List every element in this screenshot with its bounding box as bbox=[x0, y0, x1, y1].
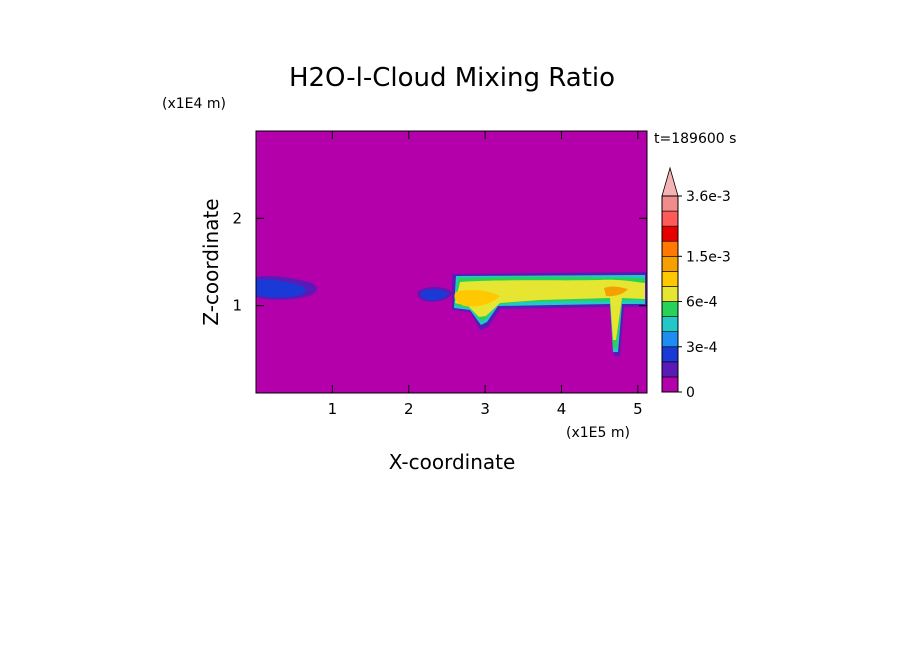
colorbar-extend-arrow bbox=[661, 166, 679, 197]
plot-background bbox=[256, 131, 647, 393]
chart-title: H2O-l-Cloud Mixing Ratio bbox=[289, 63, 615, 93]
y-axis-label: Z-coordinate bbox=[199, 198, 223, 325]
cloud-main-orange bbox=[454, 289, 500, 307]
time-label: t=189600 s bbox=[654, 131, 736, 147]
colorbar-tick-label-0: 0 bbox=[686, 385, 695, 401]
x-tick-label-4: 5 bbox=[633, 400, 643, 418]
colorbar-tick-label-3: 1.5e-3 bbox=[686, 249, 731, 265]
cloud-mid-inner bbox=[420, 289, 448, 300]
y-tick-label-0: 1 bbox=[232, 297, 242, 315]
colorbar-segment-8 bbox=[661, 256, 679, 272]
colorbar-frame bbox=[661, 195, 679, 393]
x-tick-label-3: 4 bbox=[557, 400, 567, 418]
x-tick-label-2: 3 bbox=[480, 400, 490, 418]
cloud-main-core bbox=[604, 286, 628, 297]
colorbar-segment-6 bbox=[661, 286, 679, 302]
colorbar-segment-12 bbox=[661, 195, 679, 212]
colorbar-segment-11 bbox=[661, 210, 679, 227]
cloud-main-yellow bbox=[455, 279, 645, 340]
x-unit-label: (x1E5 m) bbox=[566, 425, 630, 441]
x-axis-ticks: 1 2 3 4 5 bbox=[328, 131, 643, 418]
colorbar: 0 3e-4 6e-4 1.5e-3 3.6e-3 bbox=[661, 166, 731, 401]
cloud-left-inner bbox=[256, 279, 306, 298]
colorbar-segment-10 bbox=[661, 225, 679, 242]
y-tick-label-1: 2 bbox=[232, 209, 242, 227]
x-tick-label-0: 1 bbox=[328, 400, 338, 418]
colorbar-segment-3 bbox=[661, 331, 679, 348]
y-unit-label: (x1E4 m) bbox=[162, 96, 226, 112]
colorbar-tick-label-1: 3e-4 bbox=[686, 340, 718, 356]
colorbar-segment-7 bbox=[661, 271, 679, 287]
plot-frame bbox=[255, 130, 648, 394]
x-axis-label: X-coordinate bbox=[389, 450, 516, 474]
colorbar-segment-9 bbox=[661, 240, 679, 257]
cloud-fields bbox=[256, 272, 647, 356]
colorbar-tick-label-4: 3.6e-3 bbox=[686, 189, 731, 205]
x-tick-label-1: 2 bbox=[404, 400, 414, 418]
colorbar-segment-5 bbox=[661, 301, 679, 317]
colorbar-segment-2 bbox=[661, 346, 679, 363]
colorbar-segment-4 bbox=[661, 316, 679, 332]
colorbar-tick-label-2: 6e-4 bbox=[686, 295, 718, 311]
colorbar-segment-1 bbox=[661, 361, 679, 378]
y-axis-ticks: 12 bbox=[232, 209, 647, 315]
colorbar-segment-0 bbox=[661, 376, 679, 393]
